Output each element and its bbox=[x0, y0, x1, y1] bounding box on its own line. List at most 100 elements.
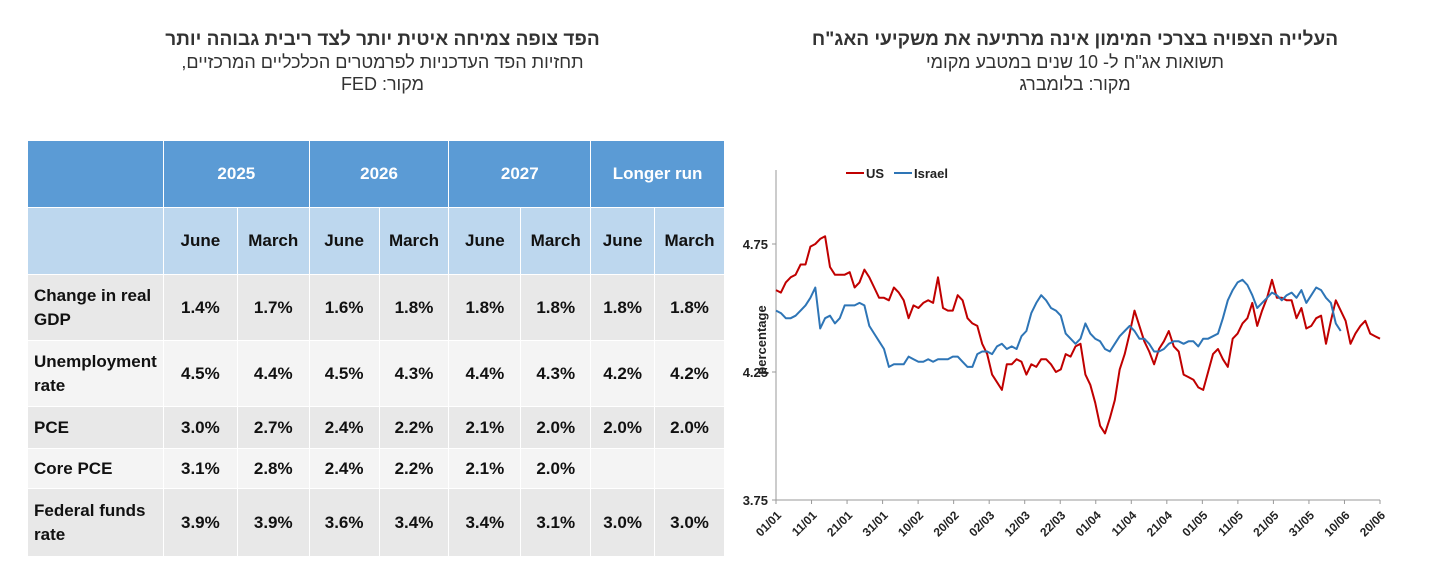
table-year-header-row: 2025 2026 2027 Longer run bbox=[27, 140, 725, 208]
table-cell: 3.9% bbox=[236, 488, 310, 557]
month-header: June bbox=[308, 207, 380, 275]
table-cell: 4.5% bbox=[308, 340, 380, 407]
table-row: Federal funds rate 3.9% 3.9% 3.6% 3.4% 3… bbox=[27, 488, 725, 557]
table-row: PCE 3.0% 2.7% 2.4% 2.2% 2.1% 2.0% 2.0% 2… bbox=[27, 406, 725, 449]
legend-label-us: US bbox=[866, 166, 884, 181]
table-cell: 2.0% bbox=[590, 406, 656, 449]
row-label: Federal funds rate bbox=[27, 488, 164, 557]
table-cell: 4.2% bbox=[590, 340, 656, 407]
legend-label-israel: Israel bbox=[914, 166, 948, 181]
x-tick-label: 31/01 bbox=[860, 508, 891, 539]
table-cell: 2.2% bbox=[378, 406, 450, 449]
x-tick-label: 21/01 bbox=[824, 508, 855, 539]
table-row: Change in real GDP 1.4% 1.7% 1.6% 1.8% 1… bbox=[27, 274, 725, 341]
table-cell: 2.0% bbox=[654, 406, 725, 449]
table-cell: 1.8% bbox=[590, 274, 656, 341]
table-cell: 2.1% bbox=[448, 448, 522, 489]
table-cell: 3.0% bbox=[654, 488, 725, 557]
row-label: Change in real GDP bbox=[27, 274, 164, 341]
right-panel-heading: העלייה הצפויה בצרכי המימון אינה מרתיעה א… bbox=[720, 28, 1430, 95]
x-tick-label: 01/05 bbox=[1179, 508, 1210, 539]
right-panel-subtitle: תשואות אג"ח ל- 10 שנים במטבע מקומי bbox=[926, 52, 1224, 72]
x-tick-label: 01/04 bbox=[1073, 508, 1104, 539]
left-panel-subtitle: תחזיות הפד העדכניות לפרמטרים הכלכליים המ… bbox=[181, 52, 584, 72]
table-cell: 3.1% bbox=[520, 488, 592, 557]
table-cell: 1.8% bbox=[448, 274, 522, 341]
month-header: March bbox=[654, 207, 725, 275]
table-cell: 4.4% bbox=[236, 340, 310, 407]
left-panel-heading: הפד צופה צמיחה איטית יותר לצד ריבית גבוה… bbox=[0, 28, 765, 95]
table-cell: 2.7% bbox=[236, 406, 310, 449]
table-cell: 1.8% bbox=[378, 274, 450, 341]
x-tick-label: 12/03 bbox=[1002, 508, 1033, 539]
x-tick-label: 20/06 bbox=[1357, 508, 1388, 539]
table-cell: 2.2% bbox=[378, 448, 450, 489]
month-header: March bbox=[236, 207, 310, 275]
table-cell: 3.0% bbox=[162, 406, 238, 449]
y-tick-label: 4.75 bbox=[743, 237, 768, 252]
table-month-header-row: June March June March June March June Ma… bbox=[27, 207, 725, 275]
month-header: June bbox=[162, 207, 238, 275]
month-header: June bbox=[590, 207, 656, 275]
table-cell: 3.6% bbox=[308, 488, 380, 557]
series-line-us bbox=[775, 235, 1381, 435]
table-corner-cell bbox=[27, 207, 164, 275]
year-header: Longer run bbox=[590, 140, 725, 208]
x-tick-label: 11/01 bbox=[789, 508, 820, 539]
table-cell: 4.5% bbox=[162, 340, 238, 407]
table-cell: 4.4% bbox=[448, 340, 522, 407]
right-panel-source: מקור: בלומברג bbox=[1019, 74, 1131, 94]
row-label: Core PCE bbox=[27, 448, 164, 489]
table-cell: 2.1% bbox=[448, 406, 522, 449]
table-cell: 3.9% bbox=[162, 488, 238, 557]
table-cell: 2.4% bbox=[308, 448, 380, 489]
x-tick-label: 21/05 bbox=[1250, 508, 1281, 539]
row-label: Unemployment rate bbox=[27, 340, 164, 407]
table-cell: 1.7% bbox=[236, 274, 310, 341]
x-tick-label: 11/05 bbox=[1215, 508, 1246, 539]
table-cell: 1.8% bbox=[654, 274, 725, 341]
y-tick-label: 4.25 bbox=[743, 365, 768, 380]
year-header: 2026 bbox=[308, 140, 450, 208]
x-tick-label: 21/04 bbox=[1144, 508, 1175, 539]
right-panel-title: העלייה הצפויה בצרכי המימון אינה מרתיעה א… bbox=[811, 29, 1339, 50]
table-cell: 2.8% bbox=[236, 448, 310, 489]
left-panel-source: מקור: FED bbox=[340, 74, 425, 94]
year-header: 2025 bbox=[162, 140, 310, 208]
table-cell bbox=[590, 448, 656, 489]
month-header: March bbox=[520, 207, 592, 275]
table-cell: 2.0% bbox=[520, 406, 592, 449]
table-cell: 4.3% bbox=[520, 340, 592, 407]
table-cell: 1.4% bbox=[162, 274, 238, 341]
table-cell: 4.2% bbox=[654, 340, 725, 407]
y-tick-label: 3.75 bbox=[743, 493, 768, 508]
table-cell: 3.1% bbox=[162, 448, 238, 489]
y-axis-title: percentage bbox=[754, 305, 769, 374]
table-row: Core PCE 3.1% 2.8% 2.4% 2.2% 2.1% 2.0% bbox=[27, 448, 725, 489]
table-corner-cell bbox=[27, 140, 164, 208]
table-cell: 3.4% bbox=[378, 488, 450, 557]
table-row: Unemployment rate 4.5% 4.4% 4.5% 4.3% 4.… bbox=[27, 340, 725, 407]
fed-projections-table: 2025 2026 2027 Longer run June March Jun… bbox=[27, 140, 725, 557]
table-cell: 3.4% bbox=[448, 488, 522, 557]
series-line-israel bbox=[775, 278, 1342, 368]
left-panel-title: הפד צופה צמיחה איטית יותר לצד ריבית גבוה… bbox=[165, 29, 600, 50]
table-cell: 4.3% bbox=[378, 340, 450, 407]
table-cell bbox=[654, 448, 725, 489]
x-tick-label: 01/01 bbox=[753, 508, 784, 539]
x-tick-label: 22/03 bbox=[1037, 508, 1068, 539]
table-cell: 2.4% bbox=[308, 406, 380, 449]
x-tick-label: 10/02 bbox=[895, 508, 926, 539]
table-cell: 3.0% bbox=[590, 488, 656, 557]
month-header: March bbox=[378, 207, 450, 275]
table-cell: 2.0% bbox=[520, 448, 592, 489]
month-header: June bbox=[448, 207, 522, 275]
table-cell: 1.6% bbox=[308, 274, 380, 341]
x-tick-label: 31/05 bbox=[1286, 508, 1317, 539]
table-cell: 1.8% bbox=[520, 274, 592, 341]
year-header: 2027 bbox=[448, 140, 592, 208]
row-label: PCE bbox=[27, 406, 164, 449]
x-tick-label: 02/03 bbox=[966, 508, 997, 539]
x-tick-label: 11/04 bbox=[1109, 508, 1140, 539]
